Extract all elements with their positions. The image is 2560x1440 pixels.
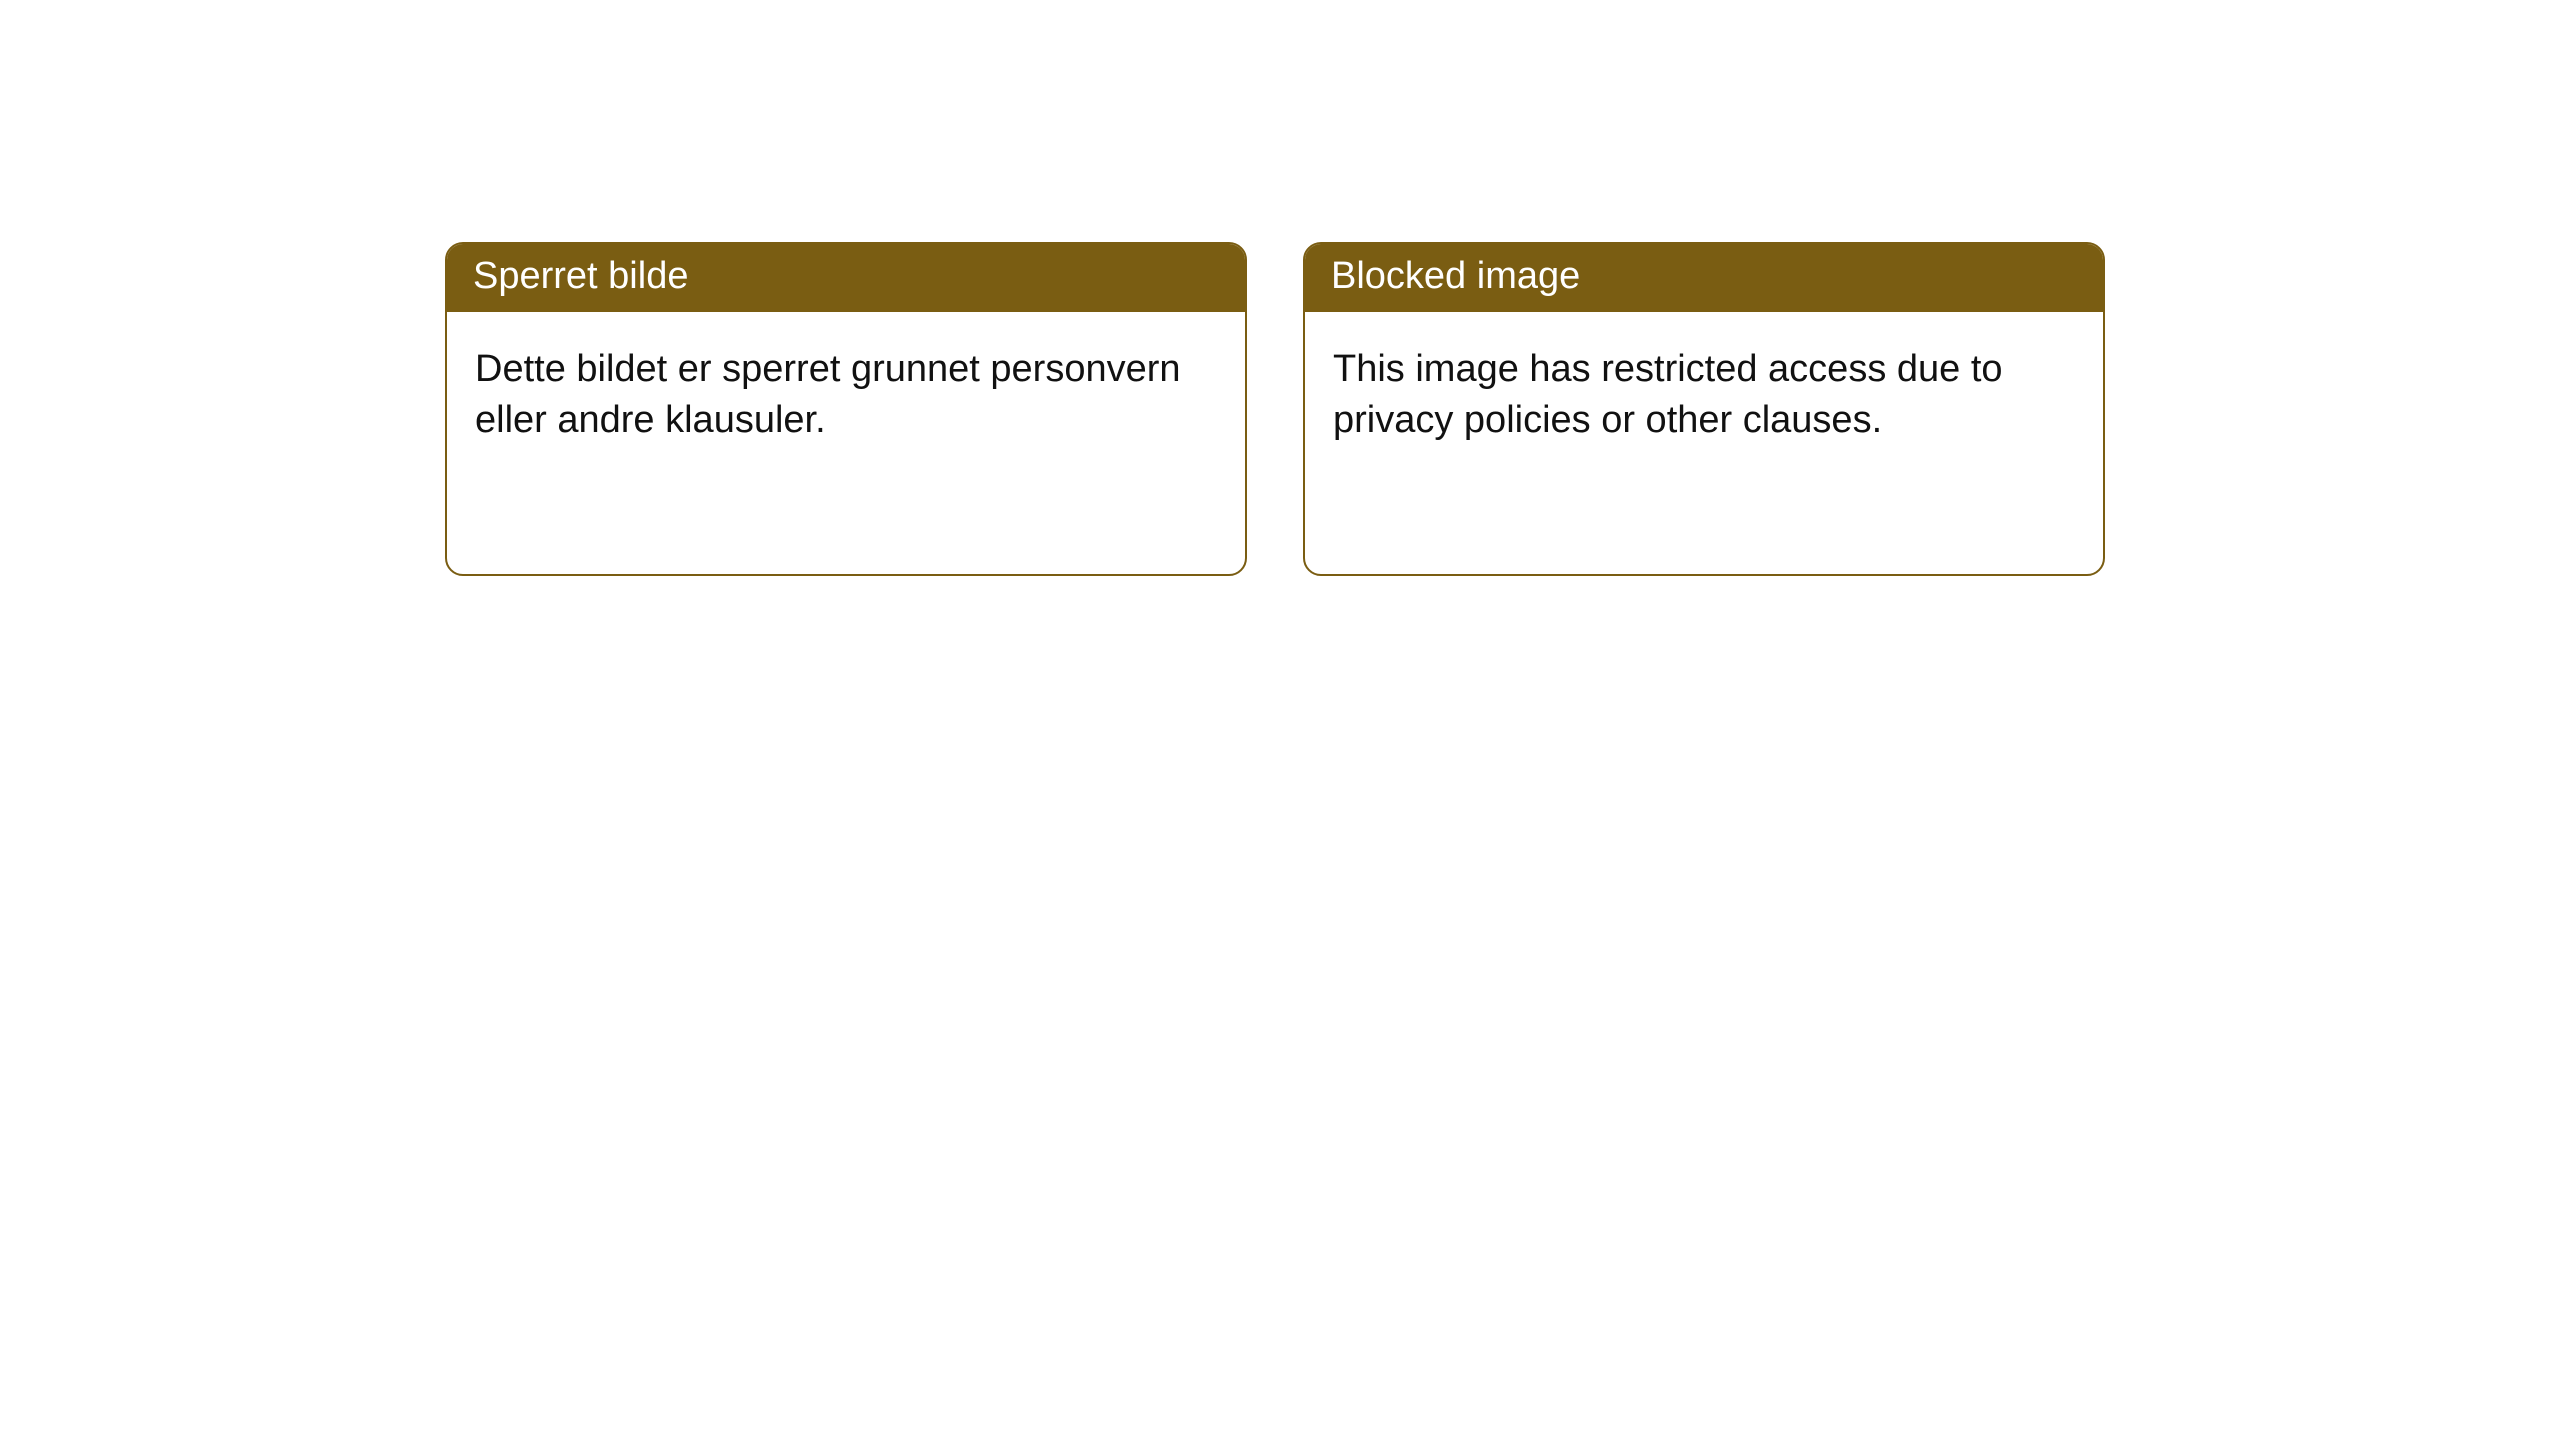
card-body-no: Dette bildet er sperret grunnet personve… (447, 312, 1245, 479)
blocked-image-card-no: Sperret bilde Dette bildet er sperret gr… (445, 242, 1247, 576)
card-title-no: Sperret bilde (447, 244, 1245, 312)
notice-container: Sperret bilde Dette bildet er sperret gr… (0, 0, 2560, 576)
blocked-image-card-en: Blocked image This image has restricted … (1303, 242, 2105, 576)
card-body-en: This image has restricted access due to … (1305, 312, 2103, 479)
card-title-en: Blocked image (1305, 244, 2103, 312)
